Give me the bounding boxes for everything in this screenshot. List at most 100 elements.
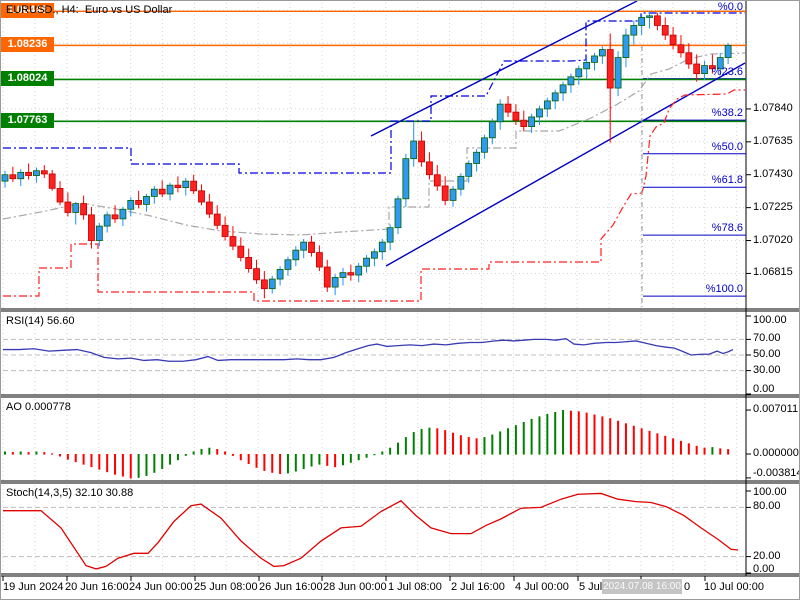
candle [315, 252, 323, 268]
candle [355, 265, 363, 276]
candle [481, 137, 488, 153]
candle [701, 65, 708, 75]
candle [174, 184, 182, 188]
candle [724, 44, 732, 58]
candle [709, 65, 716, 70]
candle [213, 213, 221, 226]
candle [253, 268, 260, 281]
candle [205, 201, 213, 215]
candle [40, 170, 48, 175]
candle [606, 49, 614, 89]
candle [331, 277, 339, 288]
candle [237, 245, 245, 258]
candle [182, 180, 190, 188]
candle [245, 256, 253, 270]
candle [685, 52, 693, 65]
candle [64, 201, 72, 213]
candle [260, 279, 268, 290]
candle [622, 34, 630, 58]
candle [575, 68, 583, 78]
candle [33, 170, 40, 176]
candle [323, 266, 331, 288]
candle [693, 63, 701, 75]
candle [111, 214, 119, 220]
candle [661, 25, 669, 36]
candle [543, 100, 551, 110]
channel-upper-line [370, 1, 638, 137]
candle [72, 203, 80, 213]
candle [88, 214, 95, 241]
candle [347, 272, 355, 276]
candle [394, 198, 402, 229]
candle [166, 184, 174, 195]
candle [677, 44, 685, 54]
candle [17, 171, 25, 180]
candle [119, 208, 127, 220]
candle [630, 25, 638, 36]
stoch-line [3, 492, 739, 570]
candle [426, 161, 433, 176]
candle [598, 49, 606, 57]
candle [9, 174, 17, 180]
candle [536, 108, 543, 118]
candle [669, 34, 677, 46]
candle [190, 180, 198, 192]
ao-label: AO 0.000778 [6, 401, 71, 413]
candle [418, 140, 425, 163]
stoch-label: Stoch(14,3,5) 32.10 30.88 [6, 487, 134, 499]
candle [449, 188, 457, 201]
candle [25, 171, 32, 176]
candle [378, 241, 386, 253]
candle [653, 15, 661, 26]
chart-title: EURUSD., H4: Euro vs US Dollar [6, 4, 173, 16]
candle [496, 103, 504, 123]
candle [512, 111, 520, 121]
candle [646, 15, 653, 18]
candle [127, 200, 135, 210]
middle-band-line [2, 52, 746, 236]
candle [559, 84, 567, 94]
candle [103, 214, 111, 227]
candle [229, 236, 237, 247]
candle [520, 119, 528, 127]
candle [363, 257, 370, 267]
candle [339, 272, 347, 278]
candle [198, 190, 205, 203]
candle [433, 174, 441, 187]
candle [528, 116, 536, 127]
channel-lower-line [385, 62, 746, 267]
candle [48, 173, 56, 189]
candle [276, 269, 284, 280]
candle [95, 225, 103, 241]
candle [386, 227, 394, 243]
candle [410, 140, 418, 160]
lower-band-line [3, 89, 745, 302]
candle [402, 158, 410, 200]
candle [638, 17, 646, 26]
candle [1, 174, 9, 182]
candle [504, 103, 512, 113]
candle [465, 163, 473, 177]
candle [488, 121, 496, 139]
candle [551, 92, 559, 102]
candle [716, 57, 724, 70]
candle [268, 278, 276, 290]
candle [150, 188, 158, 197]
candle [441, 185, 449, 201]
candle [591, 55, 598, 63]
candle [143, 196, 150, 205]
candle [567, 76, 575, 86]
candle [158, 188, 166, 195]
candle [300, 241, 308, 251]
candle [284, 259, 292, 270]
rsi-line [3, 337, 734, 362]
candle [56, 187, 64, 203]
candle [135, 200, 143, 205]
candle [221, 224, 229, 237]
candle [583, 61, 591, 70]
candle [457, 175, 465, 190]
candle [80, 203, 87, 216]
candle [614, 57, 622, 89]
